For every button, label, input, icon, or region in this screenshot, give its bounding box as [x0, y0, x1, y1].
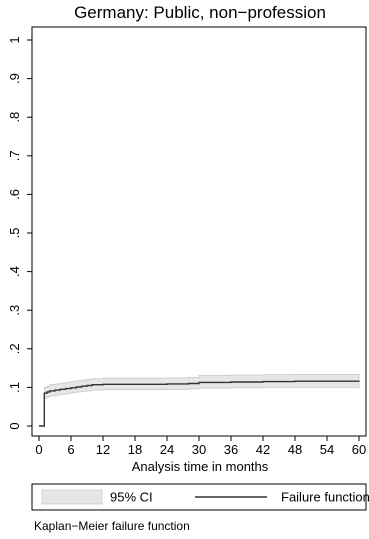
x-tick-label: 0 [35, 442, 42, 457]
legend-ci-label: 95% CI [110, 490, 153, 505]
y-tick-label: .5 [7, 228, 22, 239]
legend-failure-label: Failure function [281, 490, 369, 505]
y-tick-label: .2 [7, 343, 22, 354]
x-tick-label: 42 [256, 442, 270, 457]
ci-band-area [44, 373, 360, 399]
x-tick-label: 6 [67, 442, 74, 457]
y-tick-label: .4 [7, 266, 22, 277]
plot-frame [31, 26, 367, 437]
chart-note: Kaplan−Meier failure function [34, 519, 190, 533]
y-tick-label: .8 [7, 112, 22, 123]
x-tick-label: 54 [320, 442, 334, 457]
x-tick-label: 18 [128, 442, 142, 457]
x-tick-label: 12 [96, 442, 110, 457]
y-tick-label: .1 [7, 382, 22, 393]
y-tick-label: 0 [7, 422, 22, 429]
x-tick-label: 36 [224, 442, 238, 457]
y-axis: 0 .1 .2 .3 .4 .5 .6 .7 .8 .9 1 [7, 36, 32, 430]
x-tick-label: 30 [192, 442, 206, 457]
x-tick-label: 24 [160, 442, 174, 457]
x-axis: 0 6 12 18 24 30 36 42 48 54 60 [35, 436, 366, 457]
x-tick-label: 60 [352, 442, 366, 457]
failure-function-line [39, 380, 360, 427]
y-tick-label: 1 [7, 36, 22, 43]
plot-area [31, 26, 367, 437]
y-tick-label: .9 [7, 73, 22, 84]
chart-title: Germany: Public, non−profession [74, 3, 326, 22]
x-axis-label: Analysis time in months [132, 459, 269, 474]
y-tick-label: .3 [7, 305, 22, 316]
legend-ci-swatch [41, 489, 103, 505]
x-tick-label: 48 [288, 442, 302, 457]
y-tick-label: .7 [7, 150, 22, 161]
legend: 95% CI Failure function [31, 483, 369, 511]
y-tick-label: .6 [7, 189, 22, 200]
